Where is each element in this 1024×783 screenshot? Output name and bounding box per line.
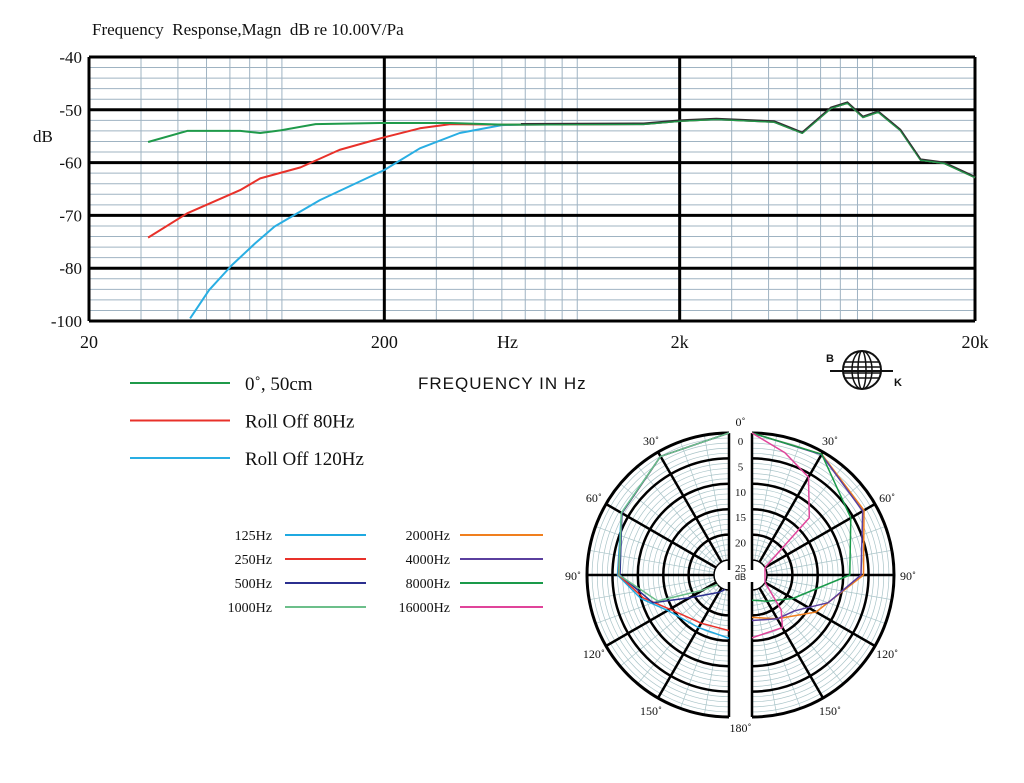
angle-label-right: 60˚	[879, 491, 895, 505]
polar-minor-spoke	[703, 589, 727, 715]
polar-minor-spoke	[761, 586, 844, 685]
frequency-curves	[147, 101, 976, 319]
polar-spoke	[605, 502, 717, 569]
x-tick-label: 20k	[962, 332, 989, 352]
x-axis-label: FREQUENCY IN Hz	[418, 374, 587, 393]
angle-label-left: 90˚	[565, 569, 581, 583]
polar-spoke	[605, 581, 717, 648]
polar-series-8000Hz	[751, 432, 852, 602]
bk-logo: B K	[826, 350, 902, 390]
polar-minor-spoke	[680, 588, 725, 709]
angle-label-0: 0˚	[736, 415, 746, 429]
angle-label-left: 60˚	[586, 491, 602, 505]
angle-label-left: 150˚	[640, 704, 662, 718]
polar-minor-spoke	[754, 435, 778, 561]
polar-series-4000Hz	[751, 432, 864, 622]
polar-spoke	[758, 451, 825, 563]
polar-legend-label: 125Hz	[235, 529, 272, 544]
polar-inner-ring	[751, 559, 768, 591]
radial-tick-label: 20	[735, 538, 747, 550]
angle-label-left: 120˚	[583, 647, 605, 661]
angle-label-right: 90˚	[900, 569, 916, 583]
angle-label-right: 120˚	[876, 647, 898, 661]
polar-minor-spoke	[680, 441, 725, 562]
polar-minor-spoke	[761, 465, 844, 564]
y-tick-label: -60	[59, 154, 82, 173]
polar-series-1000Hz	[618, 432, 730, 602]
frequency-grid	[87, 55, 977, 323]
polar-minor-spoke	[766, 549, 892, 573]
polar-series-16000Hz	[751, 432, 811, 639]
y-tick-label: -80	[59, 259, 82, 278]
chart-title: Frequency Response,Magn dB re 10.00V/Pa	[92, 20, 404, 39]
polar-legend-label: 8000Hz	[406, 577, 450, 592]
polar-legend-label: 1000Hz	[228, 601, 272, 616]
legend-label: 0˚, 50cm	[245, 374, 313, 395]
polar-minor-spoke	[766, 577, 892, 601]
radial-unit-label: dB	[735, 572, 746, 582]
polar-legend-label: 16000Hz	[399, 601, 450, 616]
frequency-legend: 0˚, 50cm Roll Off 80Hz Roll Off 120Hz	[130, 374, 364, 470]
series-line-0	[147, 101, 976, 179]
polar-spoke	[764, 502, 876, 569]
polar-minor-spoke	[756, 588, 801, 709]
angle-label-left: 30˚	[643, 434, 659, 448]
polar-spoke	[764, 581, 876, 648]
x-axis-unit-label: Hz	[497, 332, 518, 352]
y-tick-label: -70	[59, 206, 82, 225]
radial-tick-label: 25	[735, 563, 747, 575]
polar-minor-spoke	[595, 526, 716, 571]
polar-spoke	[758, 587, 825, 699]
y-tick-label: -40	[59, 48, 82, 67]
angle-label-right: 30˚	[822, 434, 838, 448]
y-axis-label: dB	[33, 127, 53, 146]
polar-minor-spoke	[763, 584, 862, 667]
polar-legend-label: 4000Hz	[406, 553, 450, 568]
legend-label: Roll Off 120Hz	[245, 449, 364, 470]
polar-spoke	[656, 451, 723, 563]
radial-tick-label: 15	[735, 512, 747, 524]
logo-letter-k: K	[894, 377, 902, 389]
polar-minor-spoke	[754, 589, 778, 715]
polar-minor-spoke	[765, 526, 886, 571]
x-tick-label: 20	[80, 332, 98, 352]
radial-tick-label: 10	[735, 487, 747, 499]
polar-minor-spoke	[589, 577, 715, 601]
logo-letter-b: B	[826, 353, 834, 365]
legend-label: Roll Off 80Hz	[245, 412, 354, 433]
polar-minor-spoke	[619, 584, 718, 667]
x-tick-label: 200	[371, 332, 398, 352]
polar-minor-spoke	[619, 483, 718, 566]
polar-minor-spoke	[589, 549, 715, 573]
polar-legend: 125Hz 250Hz 500Hz 1000Hz 2000Hz 4000Hz 8000Hz 1…	[228, 529, 543, 616]
overlap-line	[520, 101, 976, 177]
polar-minor-spoke	[703, 435, 727, 561]
y-tick-label: -50	[59, 101, 82, 120]
polar-legend-label: 250Hz	[235, 553, 272, 568]
polar-minor-spoke	[637, 586, 720, 685]
polar-legend-label: 500Hz	[235, 577, 272, 592]
angle-label-180: 180˚	[730, 721, 752, 735]
radial-tick-label: 0	[738, 436, 744, 448]
radial-tick-label: 5	[738, 461, 744, 473]
angle-label-right: 150˚	[819, 704, 841, 718]
polar-legend-label: 2000Hz	[406, 529, 450, 544]
polar-spoke	[656, 587, 723, 699]
polar-inner-ring	[713, 559, 730, 591]
y-tick-label: -100	[51, 312, 82, 331]
polar-minor-spoke	[637, 465, 720, 564]
polar-minor-spoke	[765, 579, 886, 624]
x-tick-label: 2k	[671, 332, 689, 352]
